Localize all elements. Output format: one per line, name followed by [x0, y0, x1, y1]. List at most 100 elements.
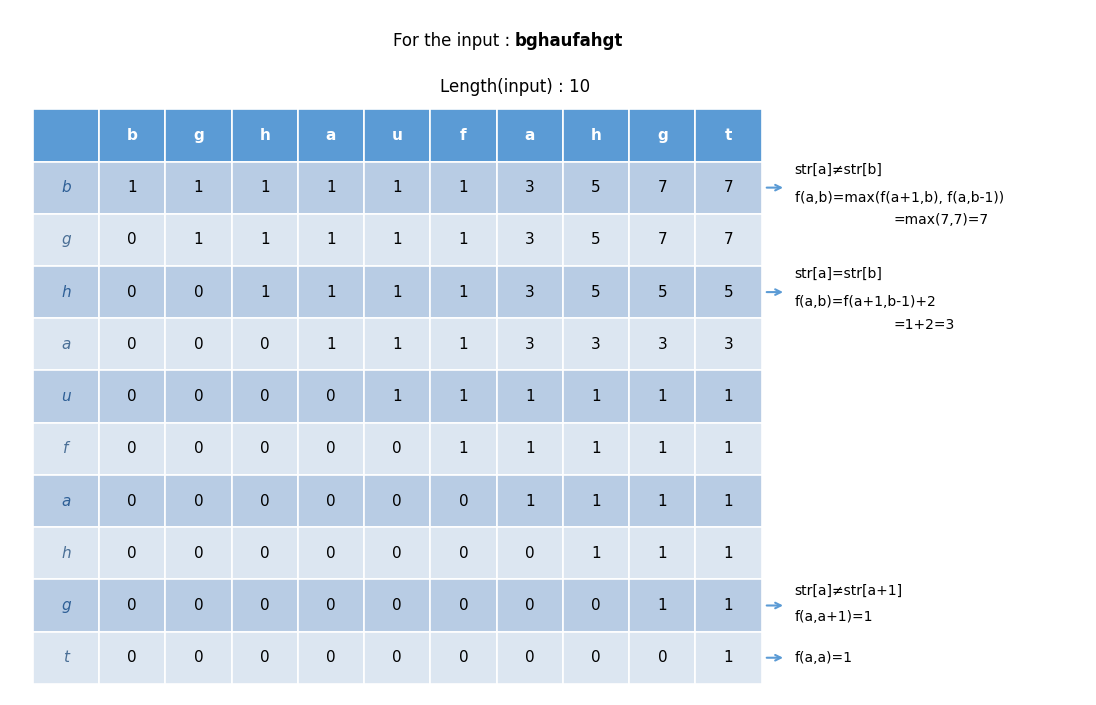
Bar [431, 109, 496, 161]
Text: 1: 1 [591, 546, 601, 560]
Bar [364, 475, 431, 527]
Text: 0: 0 [591, 650, 601, 666]
Text: str[a]=str[b]: str[a]=str[b] [795, 267, 882, 281]
Bar [231, 632, 298, 684]
Bar [298, 423, 364, 475]
Text: t: t [724, 128, 732, 143]
Text: 1: 1 [525, 389, 535, 404]
Text: 0: 0 [459, 598, 468, 613]
Text: 3: 3 [591, 337, 601, 352]
Text: 7: 7 [658, 180, 667, 195]
Bar [298, 527, 364, 580]
Text: 1: 1 [723, 546, 733, 560]
Text: 0: 0 [194, 650, 204, 666]
Bar [496, 318, 563, 370]
Bar [629, 370, 696, 423]
Bar [165, 527, 231, 580]
Text: Length(input) : 10: Length(input) : 10 [441, 78, 590, 96]
Bar [563, 109, 629, 161]
Bar [431, 580, 496, 632]
Text: 0: 0 [260, 598, 270, 613]
Text: a: a [61, 493, 71, 508]
Bar [298, 266, 364, 318]
Text: 1: 1 [525, 493, 535, 508]
Bar [231, 580, 298, 632]
Text: a: a [525, 128, 535, 143]
Text: 0: 0 [525, 546, 535, 560]
Text: 0: 0 [127, 337, 137, 352]
Bar [364, 527, 431, 580]
Bar [563, 370, 629, 423]
Bar [165, 475, 231, 527]
Bar [99, 318, 165, 370]
Bar [431, 527, 496, 580]
Text: h: h [591, 128, 602, 143]
Bar [629, 161, 696, 214]
Text: 1: 1 [392, 233, 402, 247]
Text: f(a,a)=1: f(a,a)=1 [795, 651, 853, 665]
Bar [431, 318, 496, 370]
Bar [496, 370, 563, 423]
Bar [563, 527, 629, 580]
Text: 0: 0 [260, 650, 270, 666]
Text: 0: 0 [459, 493, 468, 508]
Text: 1: 1 [525, 441, 535, 456]
Text: 1: 1 [459, 285, 468, 300]
Bar [298, 318, 364, 370]
Bar [33, 109, 99, 161]
Bar [496, 527, 563, 580]
Bar [629, 632, 696, 684]
Text: 0: 0 [260, 337, 270, 352]
Text: 0: 0 [127, 598, 137, 613]
Text: a: a [61, 337, 71, 352]
Text: =1+2=3: =1+2=3 [893, 318, 955, 331]
Bar [165, 266, 231, 318]
Text: 0: 0 [327, 389, 335, 404]
Text: 1: 1 [392, 389, 402, 404]
Text: 0: 0 [127, 546, 137, 560]
Text: g: g [61, 598, 71, 613]
Bar [629, 475, 696, 527]
Text: 7: 7 [723, 233, 733, 247]
Bar [99, 527, 165, 580]
Text: 1: 1 [392, 337, 402, 352]
Bar [696, 423, 762, 475]
Text: 0: 0 [127, 389, 137, 404]
Text: bghaufahgt: bghaufahgt [515, 32, 624, 50]
Bar [99, 580, 165, 632]
Text: t: t [62, 650, 69, 666]
Text: 1: 1 [327, 233, 335, 247]
Text: 1: 1 [194, 233, 204, 247]
Bar [231, 161, 298, 214]
Text: 0: 0 [194, 546, 204, 560]
Bar [99, 109, 165, 161]
Bar [298, 580, 364, 632]
Bar [231, 370, 298, 423]
Bar [563, 266, 629, 318]
Text: b: b [127, 128, 138, 143]
Text: 0: 0 [127, 285, 137, 300]
Bar [696, 109, 762, 161]
Bar [496, 266, 563, 318]
Bar [298, 214, 364, 266]
Text: 5: 5 [658, 285, 667, 300]
Bar [165, 423, 231, 475]
Bar [496, 109, 563, 161]
Text: 0: 0 [194, 598, 204, 613]
Bar [431, 632, 496, 684]
Text: 1: 1 [723, 650, 733, 666]
Text: 3: 3 [723, 337, 733, 352]
Bar [629, 527, 696, 580]
Bar [33, 632, 99, 684]
Text: 0: 0 [194, 337, 204, 352]
Text: 0: 0 [127, 233, 137, 247]
Bar [431, 214, 496, 266]
Text: g: g [657, 128, 667, 143]
Text: 0: 0 [327, 598, 335, 613]
Bar [364, 266, 431, 318]
Text: 3: 3 [525, 285, 535, 300]
Text: 1: 1 [392, 180, 402, 195]
Bar [99, 475, 165, 527]
Text: 1: 1 [260, 285, 270, 300]
Bar [99, 214, 165, 266]
